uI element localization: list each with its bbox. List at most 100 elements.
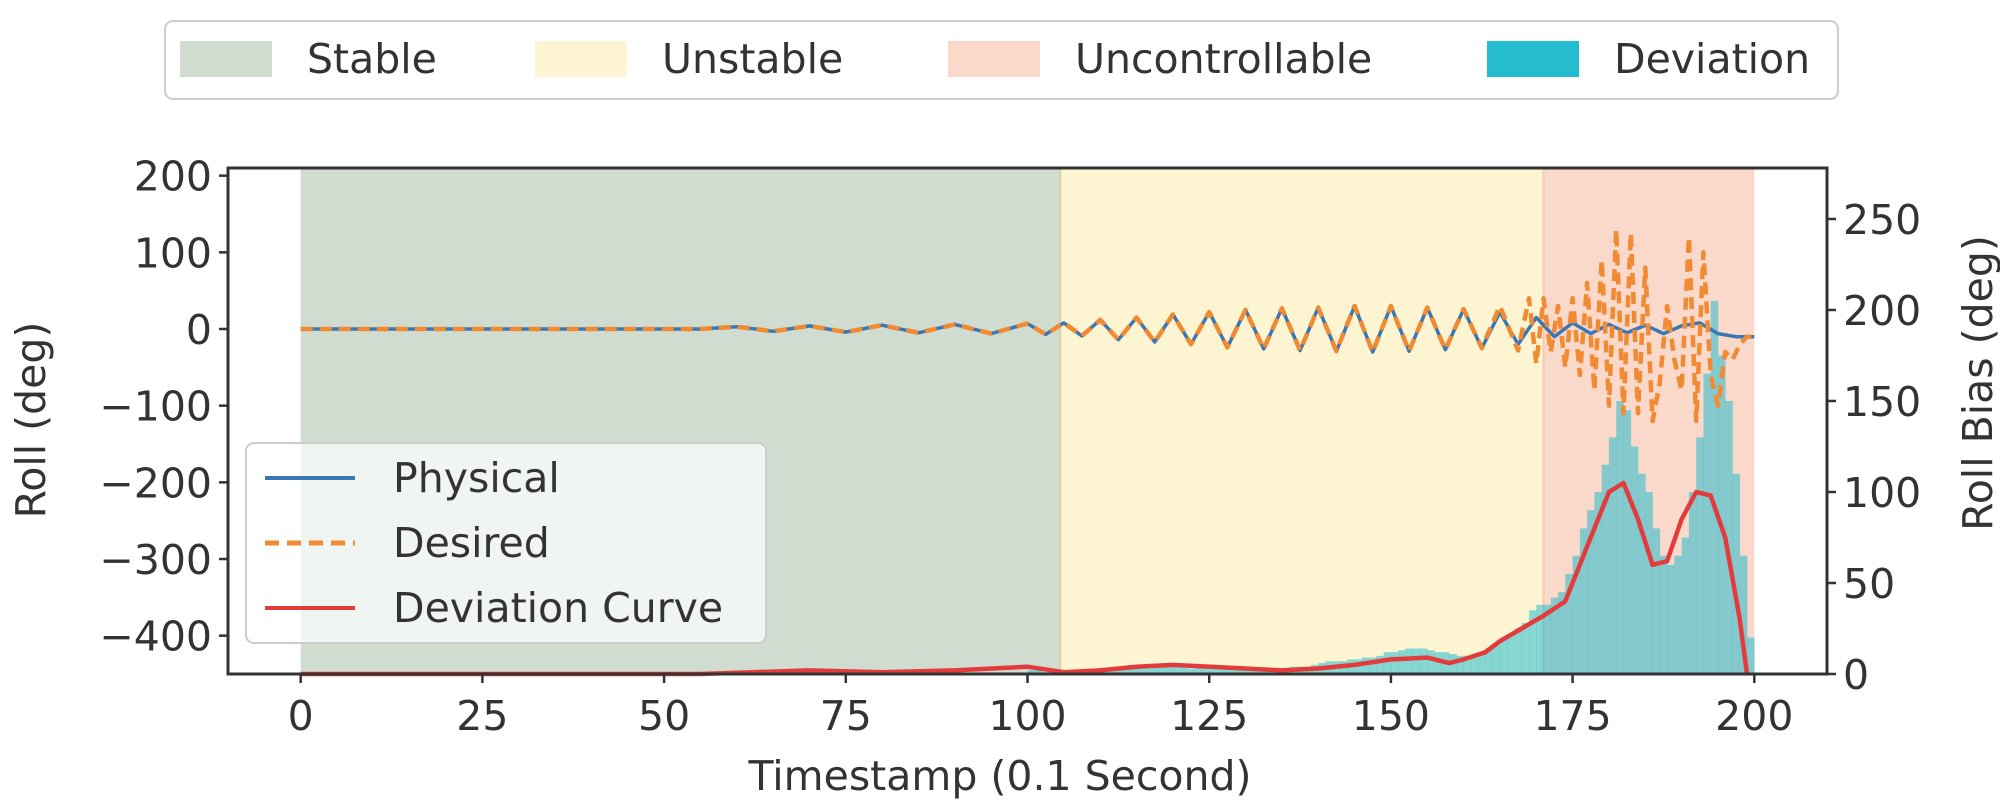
deviation-bar — [1034, 670, 1043, 674]
deviation-bar — [1608, 437, 1617, 674]
legend-label-physical: Physical — [393, 454, 560, 502]
y-left-tick-label: 200 — [134, 153, 212, 201]
deviation-bar — [1667, 564, 1675, 674]
y-right-tick-label: 200 — [1843, 287, 1921, 335]
legend-swatch-stable — [180, 41, 272, 77]
legend-label-stable: Stable — [307, 35, 437, 83]
deviation-bar — [1594, 491, 1602, 674]
deviation-bar — [1616, 400, 1624, 674]
region-unstable — [1060, 168, 1544, 674]
x-tick-label: 0 — [288, 692, 314, 740]
deviation-bar — [1703, 373, 1712, 674]
legend-swatch-deviation — [1487, 41, 1579, 77]
deviation-bar — [1638, 473, 1646, 674]
x-tick-label: 200 — [1715, 692, 1793, 740]
deviation-bar — [1172, 666, 1181, 674]
x-tick-label: 150 — [1352, 692, 1430, 740]
deviation-bar — [1209, 668, 1217, 674]
deviation-bar — [1521, 623, 1530, 674]
deviation-bar — [1165, 664, 1174, 674]
deviation-bar — [1136, 666, 1145, 674]
deviation-bar — [1485, 648, 1493, 674]
deviation-bar — [1587, 510, 1595, 674]
deviation-bar — [1565, 573, 1573, 674]
y-right-tick-label: 0 — [1843, 651, 1869, 699]
deviation-bar — [1456, 655, 1464, 674]
deviation-bar — [1550, 597, 1559, 674]
x-tick-label: 50 — [638, 692, 690, 740]
y-axis-right: 0 50 100 150 200 250 — [1827, 196, 1921, 699]
deviation-bar — [1492, 644, 1501, 674]
line-legend: Physical Desired Deviation Curve — [245, 442, 767, 644]
deviation-bar — [1623, 410, 1632, 674]
x-tick-label: 75 — [820, 692, 872, 740]
deviation-bar — [1201, 668, 1210, 674]
deviation-bar — [1536, 604, 1544, 674]
series-line-desired — [300, 227, 1755, 424]
y-axis-right-title: Roll Bias (deg) — [1954, 235, 2000, 531]
x-axis-title: Timestamp (0.1 Second) — [747, 752, 1251, 800]
deviation-bar — [1543, 604, 1552, 674]
deviation-bar — [1470, 655, 1479, 674]
deviation-bar — [1216, 668, 1225, 674]
legend-label-desired: Desired — [393, 519, 550, 567]
deviation-bar — [1151, 666, 1159, 674]
y-left-tick-label: 100 — [134, 229, 212, 277]
y-left-tick-label: −400 — [99, 613, 212, 661]
y-right-tick-label: 250 — [1843, 196, 1921, 244]
deviation-bar — [1194, 666, 1203, 674]
y-left-tick-label: −100 — [99, 383, 212, 431]
deviation-bar — [1143, 668, 1152, 674]
deviation-bar — [1681, 537, 1690, 674]
y-right-tick-label: 150 — [1843, 378, 1921, 426]
line-legend-frame — [245, 442, 767, 644]
legend-label-unstable: Unstable — [662, 35, 843, 83]
deviation-bar — [1129, 666, 1137, 674]
deviation-bar — [1601, 464, 1610, 674]
deviation-bar — [1710, 300, 1719, 674]
deviation-bar — [1630, 446, 1639, 674]
deviation-bar — [1674, 555, 1682, 674]
deviation-bar — [1478, 652, 1486, 674]
y-axis-left-title: Roll (deg) — [7, 322, 55, 519]
deviation-bar — [1688, 491, 1697, 674]
deviation-bar — [1121, 666, 1130, 674]
deviation-bar — [1361, 657, 1370, 674]
deviation-bar — [1354, 659, 1363, 674]
deviation-bar — [1717, 355, 1726, 674]
deviation-bar — [1747, 637, 1755, 674]
deviation-bar — [1369, 657, 1377, 674]
deviation-bar — [1405, 648, 1414, 674]
deviation-bar — [1558, 592, 1566, 674]
deviation-bar — [1652, 528, 1661, 674]
x-axis: 0 25 50 75 100 125 150 175 200 — [288, 674, 1793, 740]
y-right-tick-label: 100 — [1843, 469, 1921, 517]
legend-swatch-unstable — [535, 41, 627, 77]
deviation-bar — [1390, 652, 1399, 674]
y-axis-left: 200 100 0 −100 −200 −300 −400 — [99, 153, 228, 661]
x-tick-label: 175 — [1533, 692, 1611, 740]
deviation-bar — [1529, 610, 1537, 674]
deviation-bar — [1376, 655, 1384, 674]
deviation-bar — [1252, 670, 1261, 674]
x-tick-label: 25 — [456, 692, 508, 740]
deviation-bar — [1579, 528, 1588, 674]
deviation-bar — [1463, 655, 1472, 674]
deviation-bar — [1499, 637, 1508, 674]
deviation-bar — [1180, 666, 1188, 674]
deviation-bar — [1158, 664, 1166, 674]
y-right-tick-label: 50 — [1843, 560, 1895, 608]
deviation-bar — [1434, 652, 1443, 674]
deviation-bar — [1245, 670, 1254, 674]
deviation-bar — [1427, 650, 1435, 674]
deviation-bar — [1514, 628, 1523, 674]
deviation-bar — [1572, 555, 1581, 674]
deviation-bar — [1027, 670, 1036, 674]
y-left-tick-label: −300 — [99, 536, 212, 584]
deviation-bar — [1238, 668, 1246, 674]
legend-swatch-uncontrollable — [948, 41, 1040, 77]
y-left-tick-label: 0 — [186, 306, 212, 354]
deviation-bar — [1739, 555, 1748, 674]
plot-area — [226, 166, 1829, 677]
